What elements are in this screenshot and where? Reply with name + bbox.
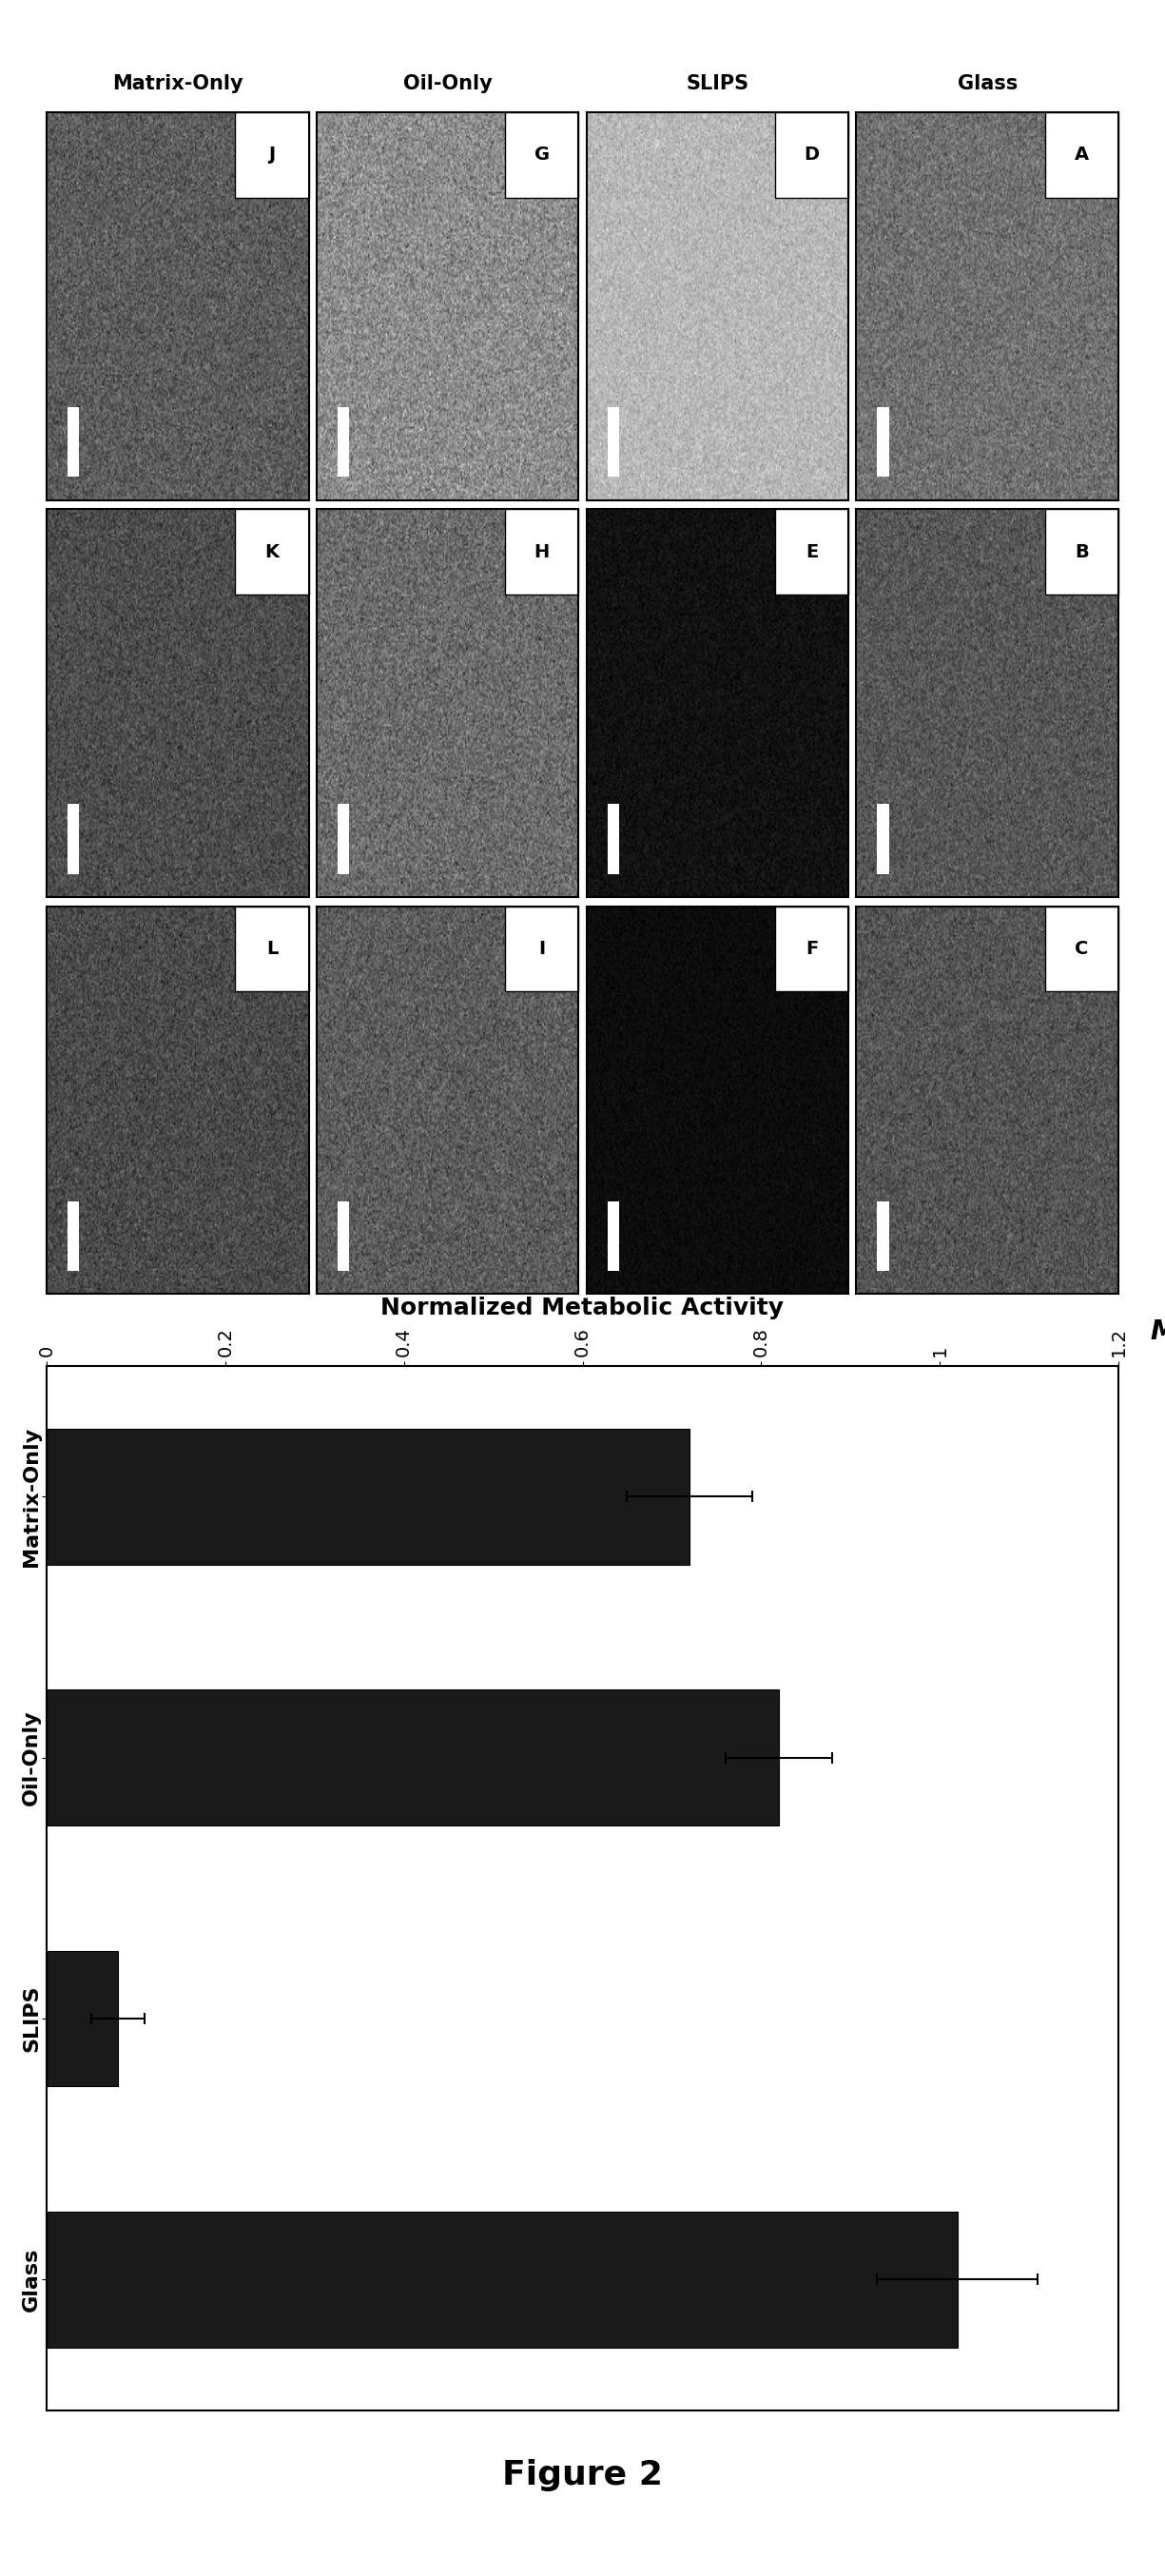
Text: G: G bbox=[535, 147, 550, 165]
X-axis label: Normalized Metabolic Activity: Normalized Metabolic Activity bbox=[381, 1296, 784, 1319]
Text: L: L bbox=[266, 940, 277, 958]
Bar bbox=[877, 804, 889, 873]
Bar bbox=[235, 113, 309, 198]
Bar bbox=[47, 2213, 958, 2347]
Text: Glass: Glass bbox=[958, 75, 1017, 93]
Text: J: J bbox=[269, 147, 275, 165]
Bar bbox=[1045, 510, 1118, 595]
Bar bbox=[47, 1950, 118, 2087]
Bar bbox=[775, 510, 848, 595]
Bar bbox=[68, 804, 79, 873]
Bar bbox=[775, 113, 848, 198]
Text: SLIPS: SLIPS bbox=[686, 75, 749, 93]
Bar bbox=[877, 1200, 889, 1270]
Bar bbox=[506, 113, 579, 198]
Bar bbox=[1045, 907, 1118, 992]
Text: Matrix-Only: Matrix-Only bbox=[112, 75, 243, 93]
Bar bbox=[47, 1690, 779, 1826]
Bar bbox=[775, 907, 848, 992]
Bar bbox=[506, 510, 579, 595]
Bar bbox=[338, 1200, 350, 1270]
Bar bbox=[338, 804, 350, 873]
Text: B: B bbox=[1074, 544, 1089, 562]
Text: K: K bbox=[264, 544, 280, 562]
Text: H: H bbox=[535, 544, 550, 562]
Bar bbox=[607, 1200, 619, 1270]
Bar bbox=[877, 407, 889, 477]
Text: M: M bbox=[1151, 1319, 1165, 1345]
Text: I: I bbox=[538, 940, 545, 958]
Bar bbox=[1045, 113, 1118, 198]
Text: Figure 2: Figure 2 bbox=[502, 2458, 663, 2491]
Bar bbox=[607, 804, 619, 873]
Text: C: C bbox=[1075, 940, 1088, 958]
Bar bbox=[235, 907, 309, 992]
Bar bbox=[68, 407, 79, 477]
Bar bbox=[235, 510, 309, 595]
Bar bbox=[68, 1200, 79, 1270]
Text: D: D bbox=[804, 147, 819, 165]
Text: A: A bbox=[1074, 147, 1089, 165]
Text: F: F bbox=[805, 940, 818, 958]
Text: E: E bbox=[805, 544, 818, 562]
Bar bbox=[506, 907, 579, 992]
Bar bbox=[47, 1430, 690, 1564]
Bar bbox=[607, 407, 619, 477]
Text: Oil-Only: Oil-Only bbox=[403, 75, 492, 93]
Bar bbox=[338, 407, 350, 477]
